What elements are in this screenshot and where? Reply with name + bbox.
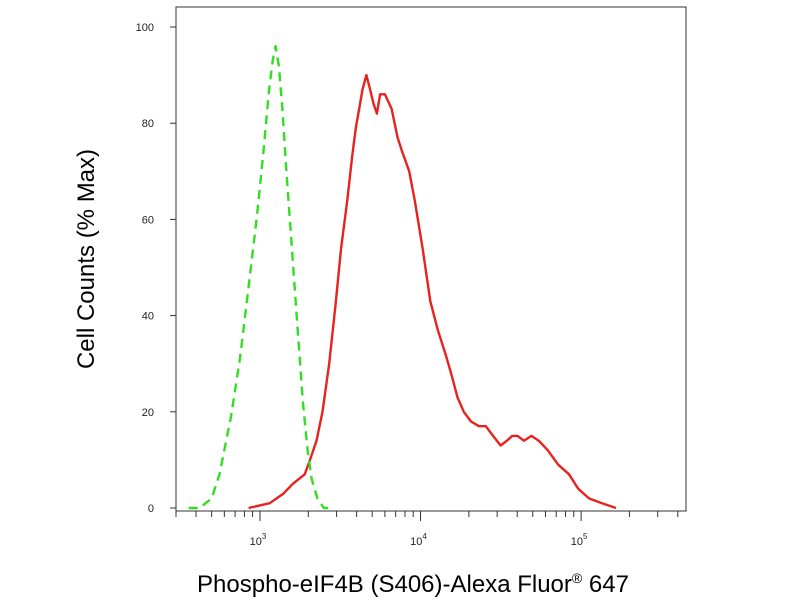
y-axis: 0 20 40 60 80 100 (136, 22, 176, 515)
x-tick-base: 10 (250, 536, 262, 548)
series-layer (188, 45, 617, 510)
x-axis-title-registered-mark: ® (572, 570, 583, 586)
x-tick-exponent: 5 (583, 532, 588, 541)
x-tick-label: 104 (410, 532, 427, 548)
x-axis-title: Phospho-eIF4B (S406)-Alexa Fluor® 647 (197, 570, 629, 598)
plot-frame (175, 6, 687, 512)
x-tick-exponent: 3 (262, 532, 267, 541)
x-tick-exponent: 4 (422, 532, 427, 541)
y-axis-title: Cell Counts (% Max) (73, 149, 100, 369)
x-axis-title-suffix: 647 (582, 571, 629, 598)
y-tick-label: 100 (136, 22, 154, 34)
x-axis: 103 104 105 (175, 511, 679, 548)
y-tick-label: 40 (142, 311, 154, 323)
sample-histogram-line (248, 73, 617, 510)
x-tick-label: 103 (250, 532, 267, 548)
y-tick-label: 80 (142, 118, 154, 130)
x-axis-title-main: Phospho-eIF4B (S406)-Alexa Fluor (197, 571, 572, 598)
x-tick-label: 105 (571, 532, 588, 548)
x-tick-base: 10 (571, 536, 583, 548)
control-histogram-line (188, 45, 332, 510)
y-tick-label: 60 (142, 214, 154, 226)
y-tick-label: 20 (142, 407, 154, 419)
y-tick-label: 0 (148, 503, 154, 515)
x-tick-base: 10 (410, 536, 422, 548)
